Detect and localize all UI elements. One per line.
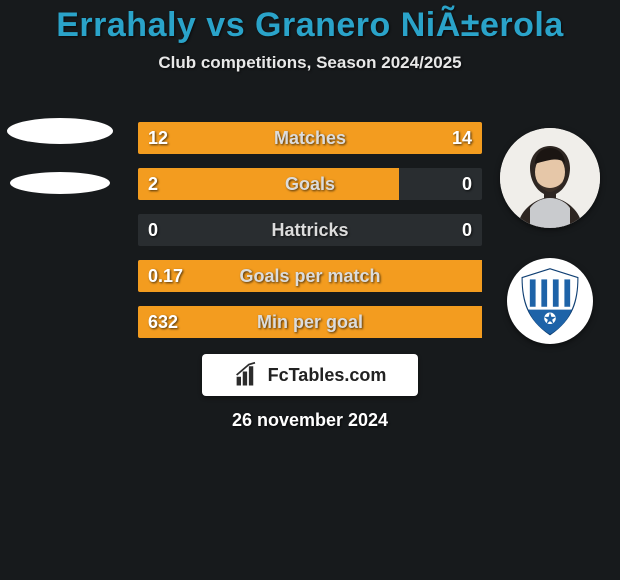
footer-brand-badge: FcTables.com bbox=[202, 354, 418, 396]
bar-label: Hattricks bbox=[138, 214, 482, 246]
page-title: Errahaly vs Granero NiÃ±erola bbox=[0, 0, 620, 45]
page-subtitle: Club competitions, Season 2024/2025 bbox=[0, 53, 620, 73]
stat-row: 00Hattricks bbox=[138, 214, 482, 246]
bar-chart-icon bbox=[234, 361, 262, 389]
footer-date: 26 november 2024 bbox=[0, 410, 620, 431]
footer-brand-text: FcTables.com bbox=[268, 365, 387, 386]
left-player-col bbox=[0, 118, 120, 194]
left-player-shape-1 bbox=[7, 118, 113, 144]
bar-label: Goals bbox=[138, 168, 482, 200]
club-crest-icon bbox=[514, 265, 586, 337]
stats-bar-chart: 1214Matches 20Goals 00Hattricks 0.17Goals p… bbox=[138, 122, 482, 352]
stat-row: 0.17Goals per match bbox=[138, 260, 482, 292]
stat-row: 20Goals bbox=[138, 168, 482, 200]
right-player-avatar bbox=[500, 128, 600, 228]
stat-row: 632Min per goal bbox=[138, 306, 482, 338]
right-player-col bbox=[490, 128, 610, 344]
bar-label: Min per goal bbox=[138, 306, 482, 338]
right-player-crest bbox=[507, 258, 593, 344]
bar-label: Goals per match bbox=[138, 260, 482, 292]
left-player-shape-2 bbox=[10, 172, 110, 194]
avatar-person-icon bbox=[500, 128, 600, 228]
stat-row: 1214Matches bbox=[138, 122, 482, 154]
bar-label: Matches bbox=[138, 122, 482, 154]
